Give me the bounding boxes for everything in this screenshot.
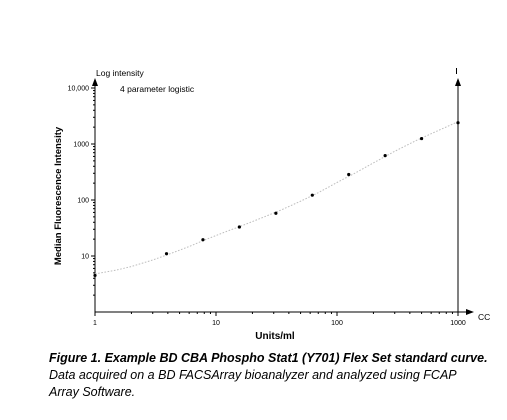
fit-annotation: 4 parameter logistic xyxy=(120,84,195,94)
y-tick-label: 10 xyxy=(81,254,89,261)
y-tick-label: 100 xyxy=(77,198,89,205)
data-point xyxy=(164,252,169,256)
data-points xyxy=(93,121,460,278)
caption-body: Data acquired on a BD FACSArray bioanaly… xyxy=(49,368,457,399)
data-point xyxy=(274,211,278,215)
y-tick-label: 1000 xyxy=(73,142,89,149)
data-point xyxy=(237,225,241,229)
y-axis-label: Median Fluorescence Intensity xyxy=(53,126,64,265)
data-point xyxy=(383,154,387,158)
data-point xyxy=(201,238,205,242)
data-point xyxy=(456,121,460,125)
caption-lead: Figure 1. Example BD CBA Phospho Stat1 (… xyxy=(49,351,488,365)
y-axis-top-annotation: Log intensity xyxy=(96,68,144,78)
x-tick-label: 100 xyxy=(331,320,343,327)
axes xyxy=(92,68,474,315)
x-axis-label: Units/ml xyxy=(255,331,295,342)
data-point xyxy=(310,193,314,197)
data-point xyxy=(347,172,351,177)
y-tick-label: 10,000 xyxy=(68,86,90,93)
x-axis-arrow xyxy=(466,309,474,315)
ticks: 1 10 100 1000 10 100 1000 10,000 xyxy=(68,86,466,328)
y-axis-arrow xyxy=(92,78,98,86)
figure-caption: Figure 1. Example BD CBA Phospho Stat1 (… xyxy=(49,350,489,401)
x-tick-label: 10 xyxy=(212,320,220,327)
x-tick-label: 1000 xyxy=(450,320,466,327)
right-axis-arrow xyxy=(455,78,461,86)
data-point xyxy=(419,136,424,141)
x-tick-label: 1 xyxy=(93,320,97,327)
fit-curve-line xyxy=(94,121,459,275)
x-axis-end-annotation: CC xyxy=(478,312,490,322)
data-point xyxy=(93,273,97,278)
